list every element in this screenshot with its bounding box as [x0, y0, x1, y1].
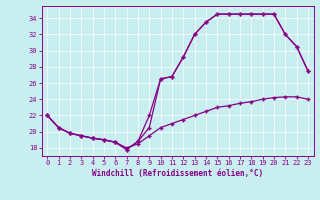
X-axis label: Windchill (Refroidissement éolien,°C): Windchill (Refroidissement éolien,°C)	[92, 169, 263, 178]
